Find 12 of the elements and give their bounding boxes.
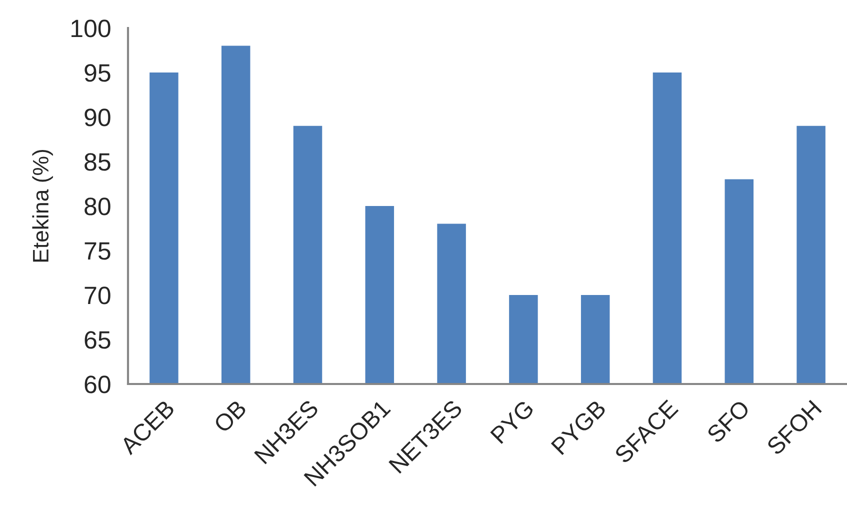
y-axis-title: Etekina (%) [32, 150, 53, 262]
y-tick-label: 75 [84, 242, 110, 260]
y-tick-label: 65 [84, 331, 110, 349]
y-tick-label: 70 [84, 286, 110, 304]
y-tick-label: 90 [84, 108, 110, 126]
x-tick-label: OB [212, 399, 248, 434]
y-tick-label: 85 [84, 153, 110, 171]
x-tick-label: SFO [706, 399, 751, 444]
y-tick-label: 60 [84, 376, 110, 394]
y-tick-label: 80 [84, 198, 110, 216]
y-tick-label: 100 [72, 20, 110, 38]
y-tick-label: 95 [84, 64, 110, 82]
